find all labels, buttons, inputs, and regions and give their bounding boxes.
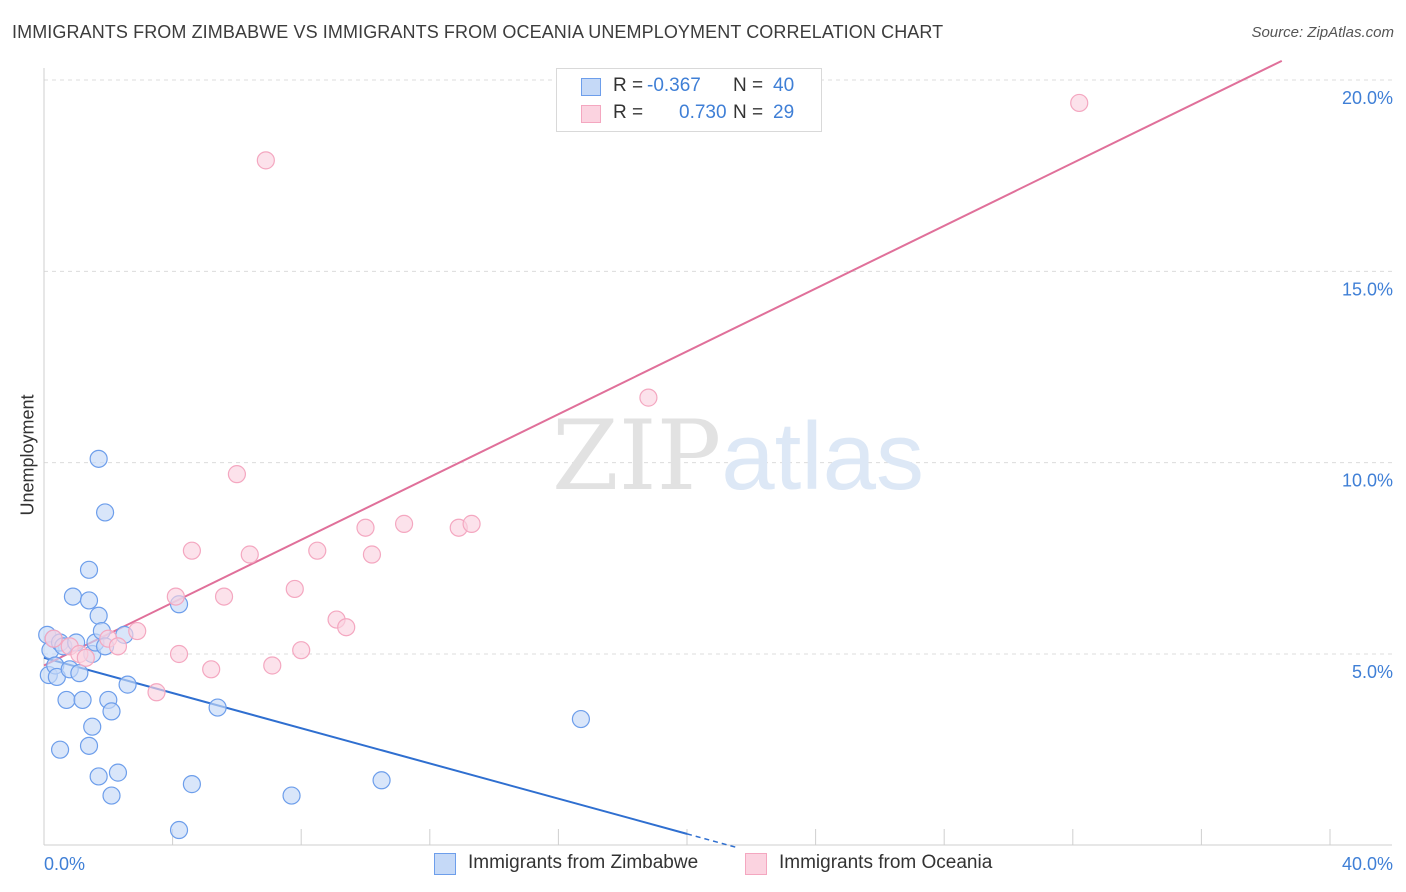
data-point [256,151,275,170]
data-point [70,664,89,683]
data-point [1070,93,1089,113]
data-point [118,675,137,694]
data-point [202,660,221,679]
data-point [128,621,147,641]
legend-r-label: R = [613,102,644,123]
data-point [76,648,95,667]
data-point [282,786,301,805]
data-point [79,560,99,579]
data-point [240,545,259,564]
series-oceania [44,93,1089,702]
data-point [108,763,128,782]
y-tick-label: 15.0% [1342,279,1393,299]
data-point [79,736,99,755]
data-point [337,618,356,637]
data-point [44,629,63,648]
legend-n-value-oceania: 29 [773,102,795,123]
y-axis-label: Unemployment [17,394,38,516]
data-point [73,690,92,710]
data-point [639,388,658,407]
data-point [227,465,246,484]
chart-title: IMMIGRANTS FROM ZIMBABWE VS IMMIGRANTS F… [12,22,944,42]
data-point [95,503,115,522]
data-point [571,709,591,729]
data-point [102,702,121,721]
data-point [89,767,108,786]
legend-swatch-oceania [581,105,601,123]
legend-r-value-oceania: 0.730 [679,102,727,123]
data-points [38,93,1089,840]
legend-r-label: R = [613,75,644,96]
bottom-legend-label-oceania: Immigrants from Oceania [779,852,993,873]
data-point [182,541,201,560]
trend-line-oceania [43,59,1283,667]
data-point [79,591,99,610]
data-point [57,690,76,710]
y-tick-label: 5.0% [1352,662,1393,682]
data-point [108,637,128,656]
data-point [147,683,166,702]
source-credit: Source: ZipAtlas.com [1251,24,1394,41]
data-point [263,656,282,675]
x-tick-label-end: 40.0% [1342,854,1393,874]
data-point [462,514,481,533]
trend-line-zimbabwe [43,656,688,835]
data-point [362,545,382,564]
data-point [89,606,108,625]
data-point [292,641,311,660]
legend-n-value-zimbabwe: 40 [773,75,795,96]
data-point [169,820,189,840]
data-point [63,587,83,606]
data-point [356,518,375,537]
data-point [394,514,414,533]
watermark-zip: ZIP [552,400,722,512]
legend-n-label: N = [733,75,764,96]
data-point [182,775,201,794]
data-point [50,740,70,759]
legend-r-value-zimbabwe: -0.367 [647,75,701,96]
axes: 5.0% 10.0% 15.0% 20.0% 0.0% 40.0% [43,68,1393,874]
correlation-legend: R = -0.367 N = 40 R = 0.730 N = 29 [556,68,822,132]
bottom-legend-swatch-oceania [745,853,767,875]
bottom-legend-label-zimbabwe: Immigrants from Zimbabwe [468,852,699,873]
data-point [308,541,327,560]
data-point [372,771,391,790]
y-tick-label: 20.0% [1342,88,1393,108]
bottom-legend-swatch-zimbabwe [434,853,456,875]
legend-swatch-zimbabwe [581,78,601,96]
data-point [285,579,304,599]
y-tick-label: 10.0% [1342,471,1393,491]
data-point [169,644,189,664]
data-point [102,786,121,805]
watermark-atlas: atlas [721,403,924,510]
watermark: ZIPatlas [552,400,924,512]
legend-n-label: N = [733,102,764,123]
x-tick-label-start: 0.0% [44,854,85,874]
data-point [214,587,234,606]
data-point [83,717,102,736]
gridlines [44,79,1392,655]
data-point [166,587,185,606]
data-point [89,449,108,468]
data-point [208,698,227,717]
